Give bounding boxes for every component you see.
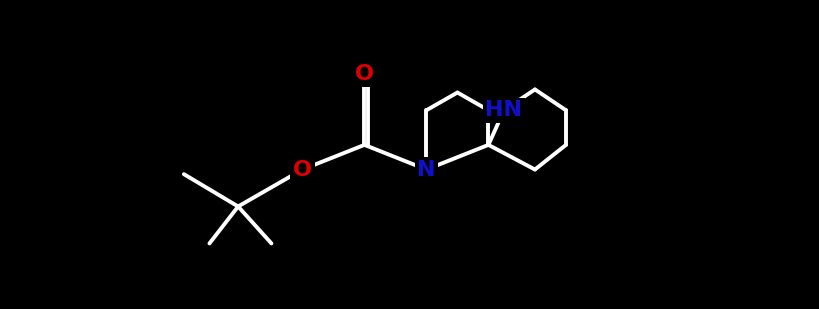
Text: O: O xyxy=(292,159,311,180)
Text: HN: HN xyxy=(485,100,522,120)
Text: O: O xyxy=(355,64,373,84)
Text: N: N xyxy=(417,159,435,180)
